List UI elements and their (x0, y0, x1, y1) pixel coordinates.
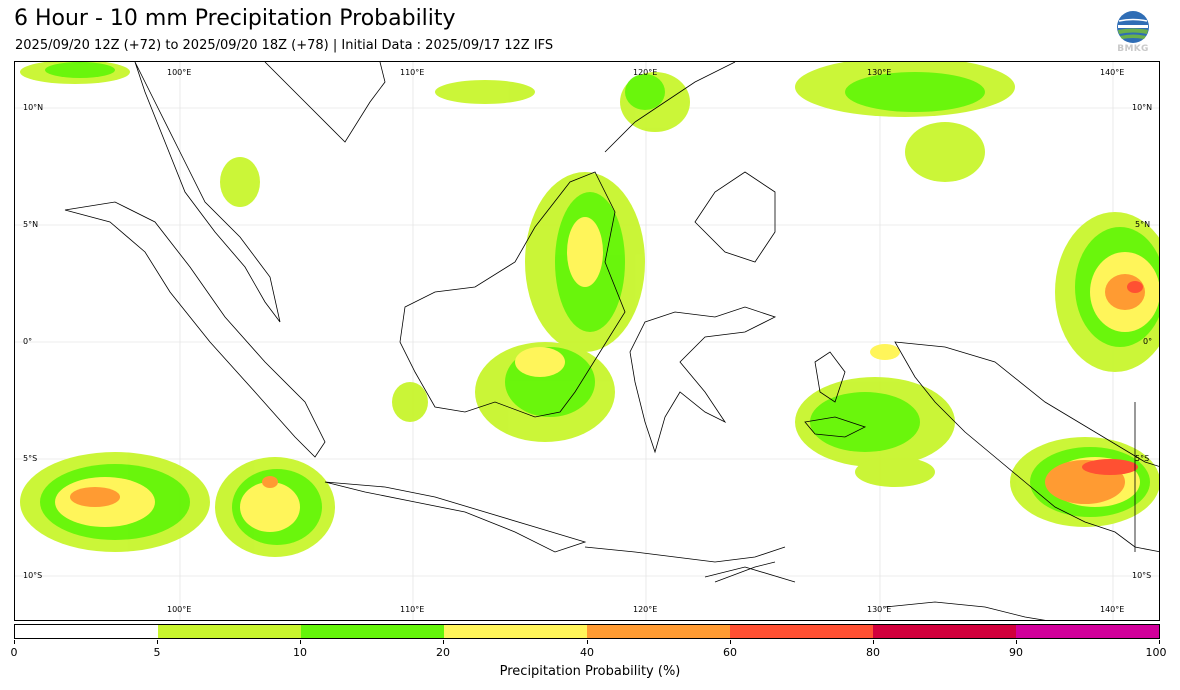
lat-label-right: 5°N (1135, 220, 1151, 229)
colorbar-segment (301, 625, 444, 638)
lat-label-right: 10°N (1132, 103, 1153, 112)
logo-text: BMKG (1117, 44, 1149, 54)
colorbar-tick-label: 0 (10, 646, 18, 659)
colorbar-tick-label: 10 (293, 646, 307, 659)
lon-label-top: 120°E (633, 68, 658, 77)
colorbar-tick-label: 90 (1009, 646, 1023, 659)
colorbar-tick-label: 60 (723, 646, 737, 659)
lat-label-right: 10°S (1132, 571, 1152, 580)
colorbar-tick (587, 640, 588, 644)
colorbar-tick (157, 640, 158, 644)
coastlines (64, 62, 1159, 620)
lon-label-top: 110°E (400, 68, 425, 77)
lon-label-bottom: 130°E (867, 605, 892, 614)
chart-subtitle: 2025/09/20 12Z (+72) to 2025/09/20 18Z (… (15, 38, 554, 53)
colorbar-tick-label: 5 (153, 646, 161, 659)
precipitation-map: 100°E 110°E 120°E 130°E 140°E 100°E 110°… (14, 61, 1160, 621)
lat-label-left: 10°S (23, 571, 43, 580)
lat-label-left: 10°N (23, 103, 44, 112)
colorbar-tick-label: 20 (436, 646, 450, 659)
colorbar (14, 624, 1160, 639)
lat-label-right: 5°S (1135, 454, 1150, 463)
colorbar-tick (730, 640, 731, 644)
bmkg-logo: BMKG (1113, 10, 1153, 56)
lat-label-right: 0° (1143, 337, 1153, 346)
lon-label-top: 130°E (867, 68, 892, 77)
colorbar-segment (1016, 625, 1159, 638)
colorbar-tick (300, 640, 301, 644)
map-canvas (15, 62, 1159, 620)
lon-label-top: 100°E (167, 68, 192, 77)
chart-title: 6 Hour - 10 mm Precipitation Probability (14, 6, 456, 31)
precip-field-10-20 (40, 62, 1159, 545)
colorbar-tick (873, 640, 874, 644)
precip-field-60-80 (1082, 281, 1143, 475)
colorbar-segment (730, 625, 873, 638)
colorbar-segment (15, 625, 158, 638)
colorbar-tick (1159, 640, 1160, 644)
colorbar-tick-label: 100 (1145, 646, 1167, 659)
lon-label-bottom: 110°E (400, 605, 425, 614)
colorbar-segment (444, 625, 587, 638)
lat-label-left: 0° (23, 337, 33, 346)
lon-label-bottom: 100°E (167, 605, 192, 614)
colorbar-segment (158, 625, 301, 638)
colorbar-label: Precipitation Probability (%) (499, 664, 681, 679)
colorbar-segment (587, 625, 730, 638)
colorbar-tick (14, 640, 15, 644)
lon-label-bottom: 120°E (633, 605, 658, 614)
colorbar-segment (873, 625, 1016, 638)
colorbar-tick-label: 40 (580, 646, 594, 659)
colorbar-tick (1016, 640, 1017, 644)
lon-label-bottom: 140°E (1100, 605, 1125, 614)
graticule (15, 62, 1159, 620)
lat-label-left: 5°S (23, 454, 38, 463)
lon-label-top: 140°E (1100, 68, 1125, 77)
colorbar-tick-label: 80 (866, 646, 880, 659)
lat-label-left: 5°N (23, 220, 39, 229)
colorbar-tick (443, 640, 444, 644)
